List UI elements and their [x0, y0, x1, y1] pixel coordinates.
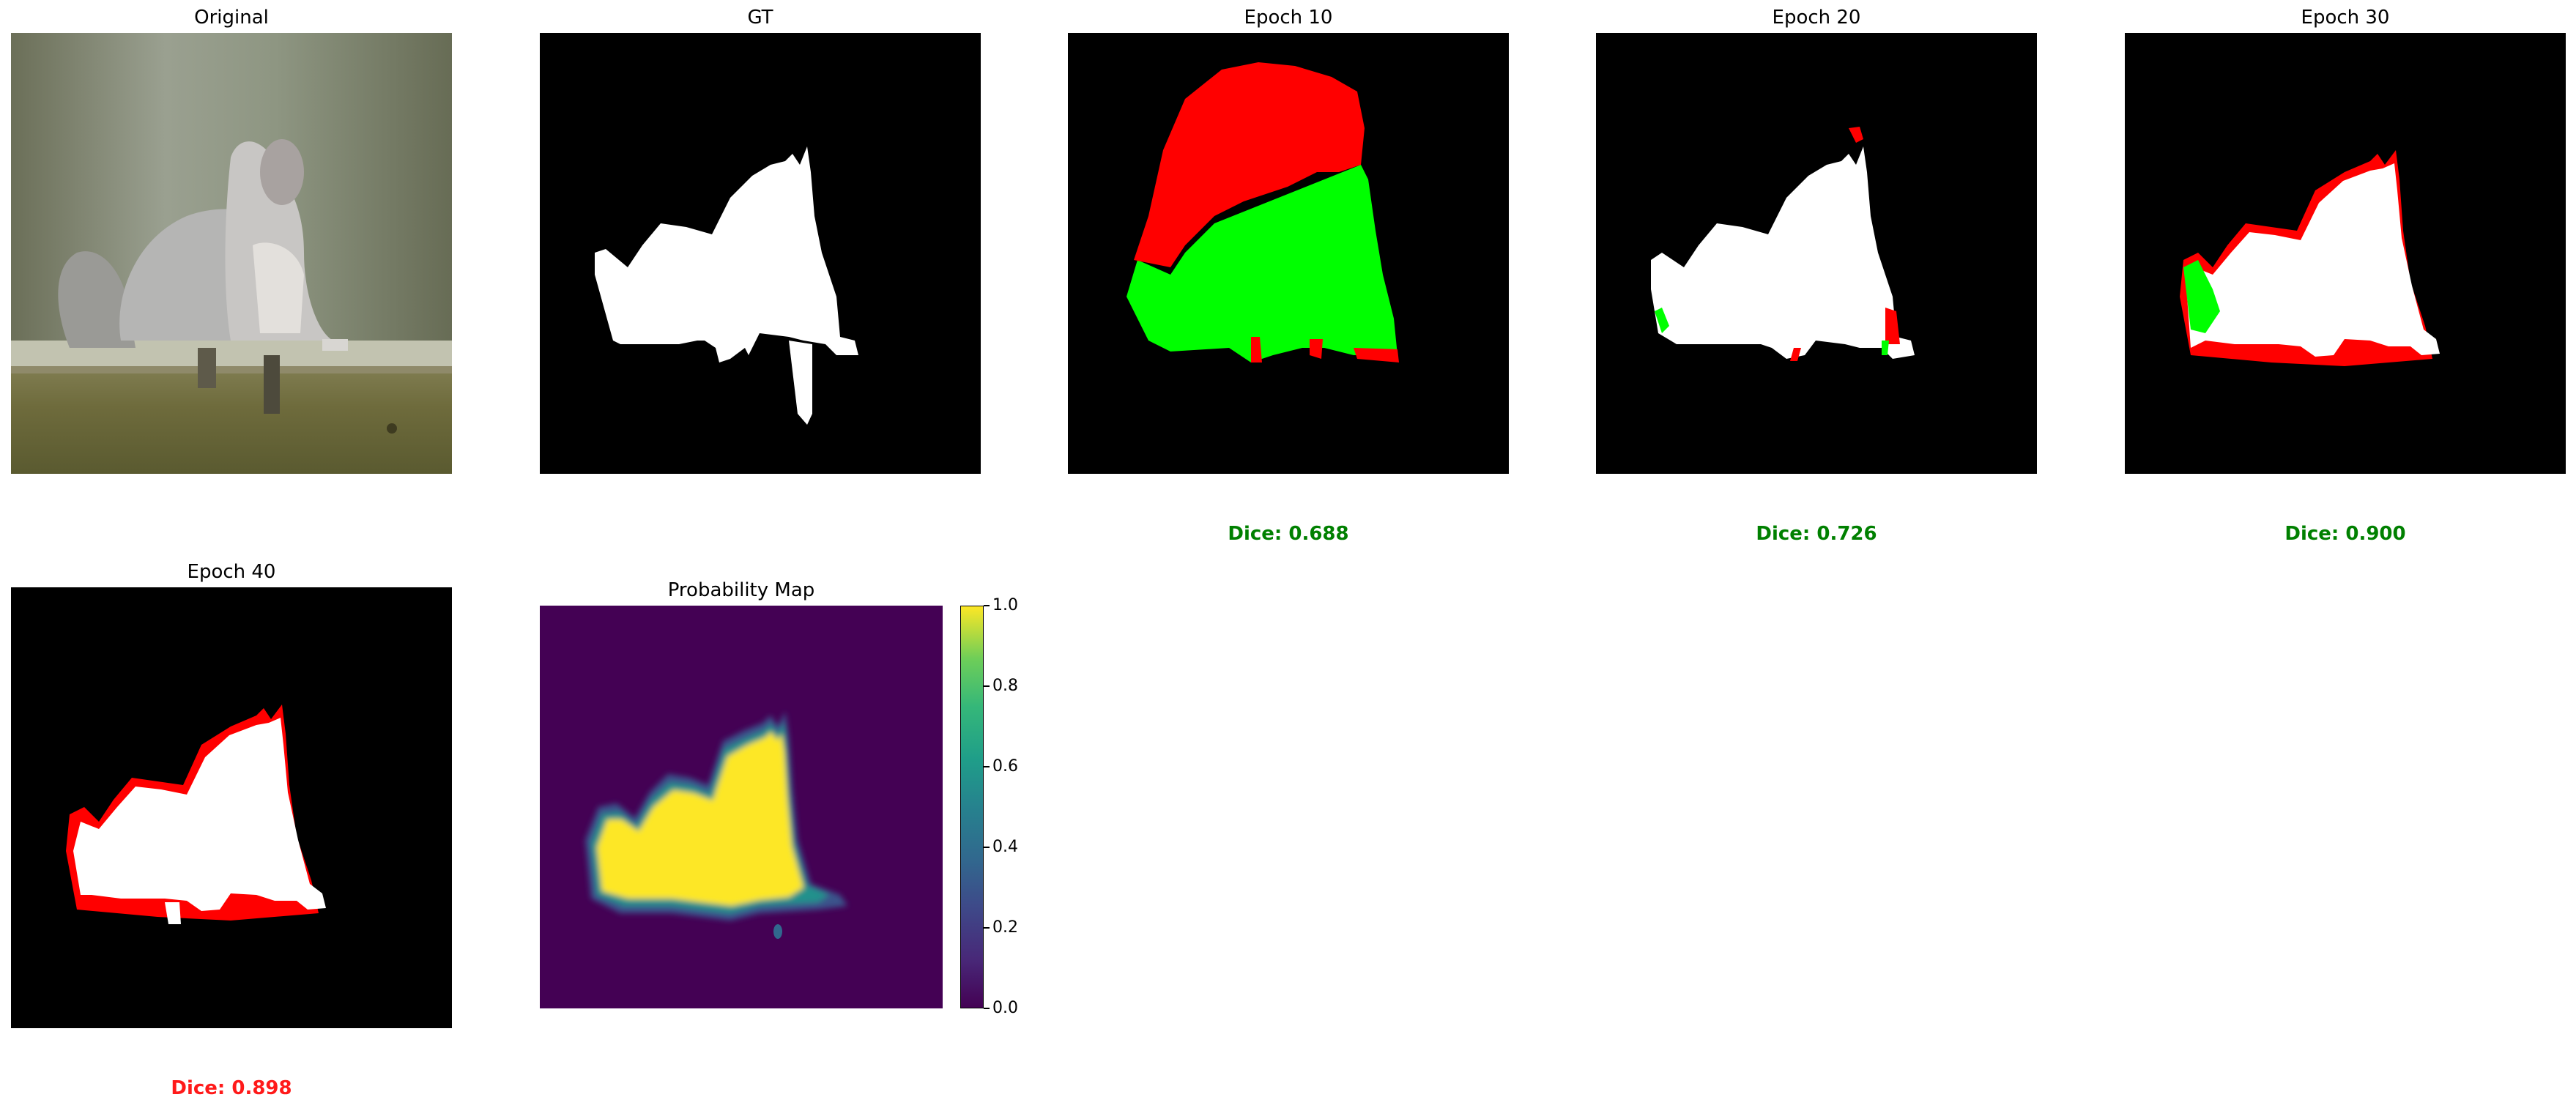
- colorbar-tick-label: 0.0: [992, 999, 1018, 1017]
- original-image: [11, 33, 452, 474]
- epoch-10-overlay: [1068, 33, 1509, 474]
- colorbar-tick-label: 0.6: [992, 757, 1018, 776]
- epoch-30-overlay: [2125, 33, 2566, 474]
- dice-epoch-20: Dice: 0.726: [1756, 523, 1877, 545]
- colorbar-tick-mark: [984, 847, 990, 848]
- panel-title-epoch-20: Epoch 20: [1772, 7, 1861, 29]
- dice-epoch-30: Dice: 0.900: [2284, 523, 2406, 545]
- colorbar-tick-label: 1.0: [992, 596, 1018, 614]
- colorbar-tick-label: 0.4: [992, 838, 1018, 856]
- dice-epoch-10: Dice: 0.688: [1228, 523, 1349, 545]
- epoch-40-overlay: [11, 587, 452, 1028]
- colorbar-tick-label: 0.2: [992, 918, 1018, 937]
- panel-title-epoch-10: Epoch 10: [1244, 7, 1333, 29]
- panel-title-original: Original: [194, 7, 269, 29]
- panel-title-epoch-30: Epoch 30: [2301, 7, 2390, 29]
- gt-mask: [540, 33, 981, 474]
- colorbar-tick-mark: [984, 605, 990, 606]
- panel-title-epoch-40: Epoch 40: [187, 561, 276, 583]
- colorbar-tick-mark: [984, 766, 990, 767]
- colorbar: [960, 606, 984, 1008]
- colorbar-tick-mark: [984, 1008, 990, 1009]
- panel-title-gt: GT: [747, 7, 773, 29]
- panel-title-probability-map: Probability Map: [667, 579, 815, 601]
- colorbar-tick-label: 0.8: [992, 677, 1018, 695]
- colorbar-tick-mark: [984, 927, 990, 929]
- dice-epoch-40: Dice: 0.898: [171, 1077, 292, 1099]
- probability-map: [540, 606, 943, 1008]
- colorbar-tick-mark: [984, 685, 990, 687]
- epoch-20-overlay: [1596, 33, 2037, 474]
